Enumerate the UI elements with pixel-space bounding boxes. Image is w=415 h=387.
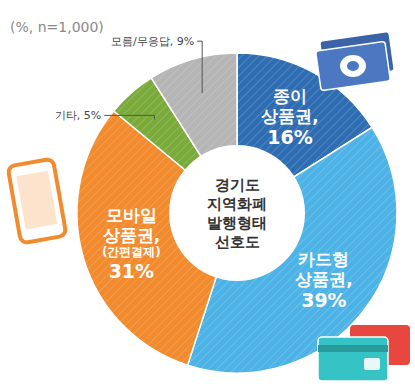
slice-label-name: 상품권, <box>295 269 352 289</box>
data-labels: 종이상품권,16%카드형상품권,39%모바일상품권,(간편결제)31%기타, 5… <box>55 35 353 311</box>
card-icon <box>318 337 388 381</box>
outside-label: 모름/무응답, 9% <box>111 35 194 48</box>
chart: (%, n=1,000)경기도지역화폐발행형태선호도종이상품권,16%카드형상품… <box>0 0 415 387</box>
outside-label: 기타, 5% <box>55 109 101 122</box>
subtitle: (%, n=1,000) <box>10 19 104 35</box>
leader-line <box>197 41 202 93</box>
title-line: 지역화폐 <box>207 195 267 213</box>
slice-label-name: 기타, <box>55 109 84 122</box>
slice-label-name: (간편결제) <box>102 245 161 259</box>
slice-label-name: 모름/무응답, <box>111 35 177 48</box>
slice-label-name: 상품권, <box>103 225 160 245</box>
slice-label-value: 5% <box>84 109 101 122</box>
slice-label-name: 상품권, <box>261 106 318 126</box>
leader-line <box>104 115 154 119</box>
title-line: 발행형태 <box>207 214 267 232</box>
slice-label: 종이상품권,16% <box>261 86 318 148</box>
phone-icon <box>8 159 67 244</box>
slice-label-value: 9% <box>177 35 194 48</box>
slice-label: 카드형상품권,39% <box>295 249 352 311</box>
card-icon <box>318 345 388 352</box>
phone-icon <box>16 171 57 230</box>
center-hole <box>169 145 305 281</box>
slice-label-value: 39% <box>301 289 346 311</box>
slice-label-value: 31% <box>109 260 154 282</box>
money-icon <box>340 55 366 77</box>
title-line: 선호도 <box>215 233 260 251</box>
title: 경기도지역화폐발행형태선호도 <box>207 176 267 251</box>
slice-label-name: 종이 <box>273 86 307 106</box>
chart-container: (%, n=1,000)경기도지역화폐발행형태선호도종이상품권,16%카드형상품… <box>0 0 415 387</box>
slice-label-value: 16% <box>267 126 312 148</box>
slices <box>77 53 397 373</box>
slice-label-name: 모바일 <box>106 205 157 225</box>
slice-label-name: 카드형 <box>298 249 349 269</box>
title-line: 경기도 <box>215 176 260 194</box>
card-icon <box>364 358 380 370</box>
money-icon <box>347 61 359 71</box>
slice-label: 모바일상품권,(간편결제)31% <box>102 205 161 282</box>
icons <box>8 31 410 381</box>
money-icon <box>316 41 391 90</box>
